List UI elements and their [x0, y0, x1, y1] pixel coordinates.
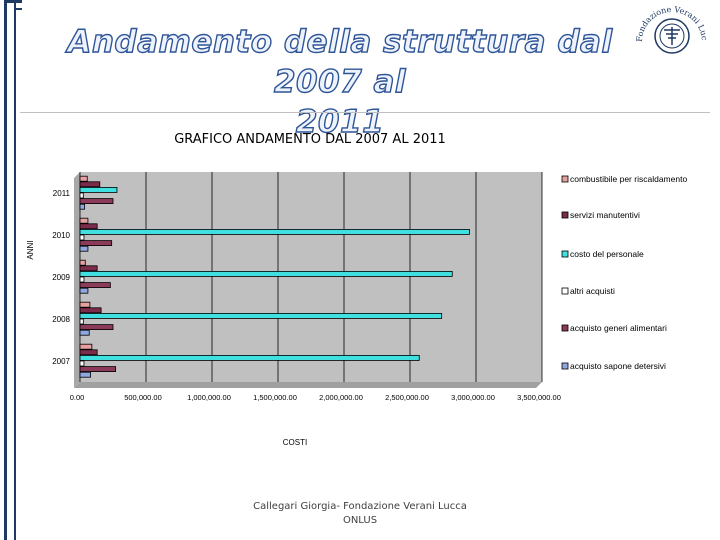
frame-line-top-short [14, 8, 22, 10]
x-tick-label: 2,500,000.00 [385, 393, 429, 402]
bar [79, 265, 98, 272]
frame-line-left-inner [14, 0, 16, 540]
bar [79, 234, 85, 241]
slide-title: Andamento della struttura dal 2007 al 20… [40, 22, 640, 142]
bar [79, 192, 84, 199]
bar [79, 324, 114, 331]
footer-line-1: Callegari Giorgia- Fondazione Verani Luc… [253, 501, 467, 512]
legend-swatch [561, 362, 569, 370]
legend-label: combustibile per riscaldamento [570, 174, 687, 184]
y-tick-label: 2011 [53, 189, 71, 198]
bar [79, 240, 113, 247]
x-axis-title: COSTI [283, 438, 307, 447]
bar [79, 329, 90, 336]
title-divider [20, 112, 710, 113]
bar [79, 312, 443, 319]
logo-emblem [664, 27, 680, 45]
bar [79, 371, 91, 378]
bar [79, 287, 89, 294]
plot-side-wall [74, 172, 80, 388]
frame-line-top [4, 0, 22, 3]
bar [79, 366, 117, 373]
legend-swatch [561, 287, 569, 295]
y-tick-label: 2008 [52, 315, 70, 324]
x-tick-label: 3,500,000.00 [517, 393, 561, 402]
slide-title-line-1: Andamento della struttura dal 2007 al [67, 23, 613, 100]
bar [79, 349, 98, 356]
plot-area [80, 172, 542, 382]
bar [79, 343, 93, 350]
y-tick-label: 2007 [52, 357, 70, 366]
bar [79, 203, 86, 210]
bar [79, 181, 101, 188]
legend-swatch [561, 250, 569, 258]
legend-label: servizi manutentivi [570, 210, 640, 220]
legend-label: acquisto sapone detersivi [570, 361, 666, 371]
legend-label: acquisto generi alimentari [570, 323, 667, 333]
bar [79, 223, 98, 230]
y-tick-label: 2009 [52, 273, 70, 282]
legend-swatch [561, 175, 569, 183]
logo-seal-inner [659, 23, 685, 49]
x-tick-label: 3,000,000.00 [451, 393, 495, 402]
bar [79, 259, 86, 266]
y-tick-label: 2010 [52, 231, 70, 240]
foundation-logo: Fondazione Verani Lucca [620, 0, 709, 54]
footer-text: Callegari Giorgia- Fondazione Verani Luc… [240, 500, 480, 528]
frame-line-left-outer [4, 0, 7, 540]
bar [79, 175, 88, 182]
bar [79, 360, 85, 367]
chart-title: GRAFICO ANDAMENTO DAL 2007 AL 2011 [174, 132, 446, 147]
slide-title-line-2: 2011 [295, 103, 385, 140]
y-axis-title: ANNI [26, 240, 35, 259]
bar [79, 228, 470, 235]
bar [79, 198, 114, 205]
bar [79, 307, 102, 314]
bar [79, 217, 89, 224]
bar [79, 270, 453, 277]
plot-floor [74, 382, 542, 388]
x-tick-label: 1,000,000.00 [187, 393, 231, 402]
x-tick-label: 0.00 [70, 393, 85, 402]
x-tick-label: 1,500,000.00 [253, 393, 297, 402]
bar [79, 186, 118, 193]
bar [79, 318, 84, 325]
legend-label: costo del personale [570, 249, 644, 259]
x-tick-label: 2,000,000.00 [319, 393, 363, 402]
bar [79, 301, 91, 308]
legend-swatch [561, 211, 569, 219]
bar [79, 245, 89, 252]
footer-line-2: ONLUS [342, 515, 378, 526]
x-tick-label: 500,000.00 [124, 393, 162, 402]
bar [79, 354, 420, 361]
bar [79, 282, 111, 289]
legend-label: altri acquisti [570, 286, 615, 296]
bar [79, 276, 85, 283]
legend-swatch [561, 324, 569, 332]
